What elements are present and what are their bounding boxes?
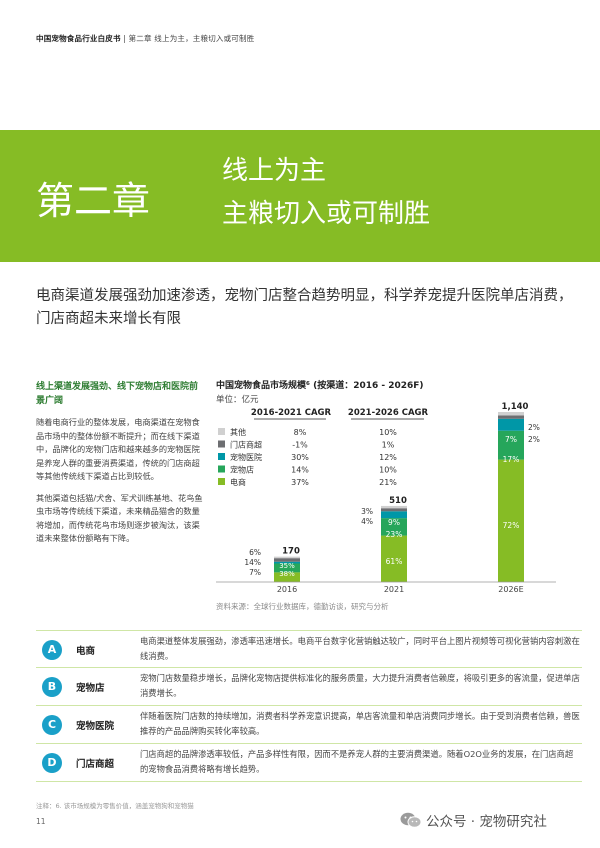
channel-list: A 电商 电商渠道整体发展强劲，渗透率迅速增长。电商平台数字化营销触达较广，同时…: [36, 630, 582, 782]
left-column: 线上渠道发展强劲、线下宠物店和医院前景广阔 随着电商行业的整体发展，电商渠道在宠…: [36, 380, 206, 554]
bar-total-label: 510: [389, 496, 407, 506]
channel-name: 电商: [76, 646, 96, 657]
chapter-title-line1: 线上为主: [222, 156, 327, 186]
legend-swatch: [218, 478, 225, 485]
chart-canvas: 2016-2021 CAGR 2021-2026 CAGR 其他 8% 10% 门店商超 -…: [216, 402, 556, 594]
cagr-header-2: 2021-2026 CAGR: [348, 408, 429, 418]
data-label: 14%: [244, 558, 261, 567]
left-paragraph-2: 其他渠道包括猫/犬舍、军犬训练基地、花鸟鱼虫市场等传统线下渠道，未来精品猫舍的数…: [36, 492, 203, 544]
left-heading: 线上渠道发展强劲、线下宠物店和医院前景广阔: [36, 382, 199, 406]
channel-row-b: B 宠物店 宠物门店数量稳步增长，品牌化宠物店提供标准化的服务质量，大力提升消费…: [36, 668, 582, 706]
report-title: 中国宠物食品行业白皮书: [36, 34, 121, 43]
legend-label: 宠物店: [230, 465, 254, 475]
data-label: 2%: [528, 423, 540, 432]
channel-row-d: D 门店商超 门店商超的品牌渗透率较低，产品多样性有限，因而不是养宠人群的主要消…: [36, 744, 582, 782]
channel-badge: D: [42, 753, 62, 773]
data-label: 61%: [386, 557, 403, 566]
legend-swatch: [218, 453, 225, 460]
bar-segment: [498, 459, 524, 582]
chapter-number: 第二章: [36, 179, 151, 223]
section-title: 第二章 线上为主，主粮切入或可制胜: [128, 34, 255, 43]
legend-swatch: [218, 440, 225, 448]
header-separator: |: [120, 34, 129, 43]
page-number: 11: [36, 817, 46, 826]
cagr-value-2: 10%: [379, 466, 397, 475]
x-tick-label: 2016: [277, 585, 297, 594]
cagr-value-2: 1%: [382, 441, 395, 450]
chart-title: 中国宠物食品市场规模⁶ (按渠道：2016 - 2026F): [216, 381, 424, 391]
data-label: 35%: [279, 562, 295, 570]
wechat-icon: [400, 812, 422, 828]
bar-total-label: 1,140: [502, 402, 529, 412]
legend-swatch: [218, 428, 225, 435]
cagr-value-2: 10%: [379, 428, 397, 437]
left-paragraph-1: 随着电商行业的整体发展，电商渠道在宠物食品市场中的整体份额不断提升；而在线下渠道…: [36, 417, 200, 481]
data-label: 38%: [279, 570, 295, 578]
chapter-title-line2: 主粮切入或可制胜: [222, 199, 431, 229]
watermark-text: 公众号 · 宠物研究社: [426, 814, 547, 830]
chart-source: 资料来源：全球行业数据库，德勤访谈，研究与分析: [216, 602, 389, 611]
cagr-value-2: 21%: [379, 478, 397, 487]
bar-segment: [274, 561, 300, 564]
bar-segment: [498, 415, 524, 419]
channel-row-a: A 电商 电商渠道整体发展强劲，渗透率迅速增长。电商平台数字化营销触达较广，同时…: [36, 630, 582, 668]
data-label: 6%: [249, 548, 261, 557]
data-label: 3%: [361, 507, 373, 516]
chapter-banner: 第二章 线上为主 主粮切入或可制胜: [0, 130, 600, 262]
bar-segment: [381, 518, 407, 536]
cagr-value-1: 8%: [294, 428, 307, 437]
legend-swatch: [218, 465, 225, 473]
channel-badge: B: [42, 677, 62, 697]
legend-label: 其他: [230, 427, 246, 437]
data-label: 4%: [361, 517, 373, 526]
bar-segment: [274, 563, 300, 573]
channel-description: 门店商超的品牌渗透率较低，产品多样性有限，因而不是养宠人群的主要消费渠道。随着O…: [140, 749, 574, 774]
legend-label: 宠物医院: [230, 452, 262, 462]
cagr-header-1: 2016-2021 CAGR: [251, 408, 332, 418]
bar-segment: [274, 558, 300, 562]
channel-description: 电商渠道整体发展强劲，渗透率迅速增长。电商平台数字化营销触达较广，同时平台上图片…: [140, 636, 580, 661]
channel-name: 宠物医院: [76, 721, 115, 732]
wechat-watermark: 公众号 · 宠物研究社: [400, 810, 547, 830]
channel-description: 伴随着医院门店数的持续增加，消费者科学养宠意识提高，单店客流量和单店消费同步增长…: [140, 711, 580, 736]
legend-label: 电商: [230, 477, 246, 487]
channel-name: 门店商超: [76, 759, 115, 770]
running-header: 中国宠物食品行业白皮书 | 第二章 线上为主，主粮切入或可制胜: [36, 33, 254, 44]
bar-segment: [498, 430, 524, 460]
bar-total-label: 170: [282, 547, 300, 557]
data-label: 9%: [388, 518, 400, 527]
data-label: 7%: [505, 435, 517, 444]
channel-name: 宠物店: [76, 683, 105, 694]
cagr-value-1: -1%: [292, 441, 308, 450]
data-label: 23%: [386, 530, 403, 539]
bar-segment: [498, 418, 524, 431]
data-label: 7%: [249, 568, 261, 577]
channel-row-c: C 宠物医院 伴随着医院门店数的持续增加，消费者科学养宠意识提高，单店客流量和单…: [36, 706, 582, 744]
chapter-subtitle: 电商渠道发展强劲加速渗透，宠物门店整合趋势明显，科学养宠提升医院单店消费，门店商…: [36, 288, 573, 327]
bar-segment: [381, 535, 407, 582]
channel-badge: A: [42, 640, 62, 660]
cagr-value-1: 37%: [291, 478, 309, 487]
cagr-value-1: 14%: [291, 466, 309, 475]
data-label: 17%: [503, 455, 520, 464]
channel-badge: C: [42, 715, 62, 735]
bar-segment: [381, 508, 407, 512]
x-tick-label: 2021: [384, 585, 404, 594]
channel-description: 宠物门店数量稳步增长，品牌化宠物店提供标准化的服务质量，大力提升消费者信赖度，将…: [140, 673, 580, 698]
x-tick-label: 2026E: [498, 585, 523, 594]
footnote: 注释：6. 该市场规模为零售价值，涵盖宠物狗和宠物猫: [36, 802, 194, 810]
cagr-value-1: 30%: [291, 453, 309, 462]
chart-unit: 单位：亿元: [216, 395, 259, 405]
chapter-title: 线上为主 主粮切入或可制胜: [222, 150, 430, 236]
bar-segment: [274, 556, 300, 559]
data-label: 2%: [528, 435, 540, 444]
bar-segment: [381, 505, 407, 509]
bar-segment: [381, 511, 407, 519]
bar-segment: [274, 572, 300, 582]
legend-label: 门店商超: [230, 440, 262, 450]
market-size-chart: 2016-2021 CAGR 2021-2026 CAGR 其他 8% 10% 门店商超 -…: [216, 378, 582, 613]
bar-segment: [498, 412, 524, 416]
data-label: 72%: [503, 521, 520, 530]
cagr-value-2: 12%: [379, 453, 397, 462]
